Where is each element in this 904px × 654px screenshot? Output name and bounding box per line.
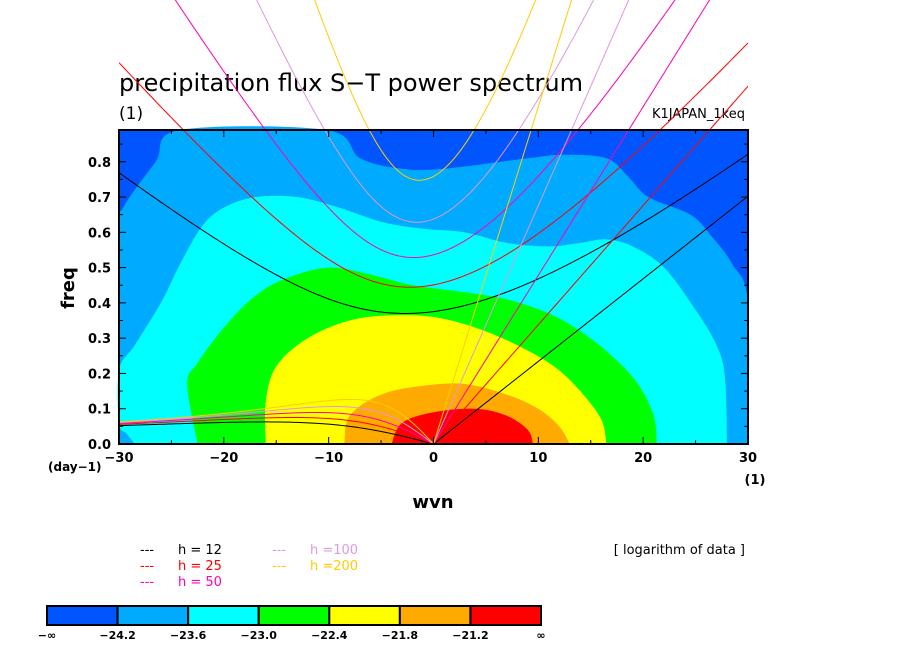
x-unit-label: (1): [745, 473, 766, 488]
contour-fill-level-6: [391, 408, 534, 444]
colorbar: −∞ −24.2 −23.6 −23.0 −22.4 −21.8 −21.2 ∞: [38, 605, 546, 642]
plot-frame: [118, 129, 749, 445]
x-tick-label: 20: [634, 451, 652, 466]
x-axis-label: wvn: [412, 492, 453, 513]
y-tick-label: 0.7: [88, 191, 111, 206]
y-tick-label: 0.1: [88, 403, 111, 418]
dispersion-curve-kelvin-h25: [433, 85, 748, 444]
colorbar-label: −23.0: [241, 629, 278, 642]
legend: --- h = 12 --- h = 25 --- h = 50 --- h =100 --- h…: [140, 543, 358, 590]
legend-swatch-h100: ---: [272, 543, 286, 558]
colorbar-label: −∞: [38, 629, 56, 642]
x-tick-label: −30: [105, 451, 134, 466]
y-tick-label: 0.6: [88, 226, 111, 241]
dispersion-curve-er-n1-h25: [119, 416, 434, 444]
dataset-label: K1JAPAN_1keq: [652, 107, 745, 122]
legend-label-h50: h = 50: [178, 575, 222, 590]
legend-label-h200: h =200: [310, 559, 358, 574]
x-tick-labels: −30 −20 −10 0 10 20 30: [105, 451, 758, 466]
colorbar-label: −21.8: [382, 629, 418, 642]
colorbar-swatch: [187, 605, 260, 626]
dispersion-curve-kelvin-h200: [433, 0, 573, 444]
y-tick-labels: 0.0 0.1 0.2 0.3 0.4 0.5 0.6 0.7 0.8: [88, 156, 111, 453]
dispersion-curve-kelvin-h50: [433, 0, 711, 444]
legend-label-h12: h = 12: [178, 543, 222, 558]
colorbar-label: −22.4: [311, 629, 348, 642]
colorbar-swatch: [398, 605, 472, 626]
dispersion-curve-er-n1-h200: [119, 398, 434, 444]
colorbar-swatch: [116, 605, 190, 626]
colorbar-swatch: [46, 605, 119, 626]
y-unit-label: (day−1): [48, 460, 102, 474]
legend-label-h100: h =100: [310, 543, 358, 558]
dispersion-curve-ig-n1-h12: [119, 153, 748, 314]
colorbar-label: ∞: [536, 629, 545, 642]
dispersion-curve-ig-n1-h25: [119, 42, 748, 288]
y-tick-label: 0.8: [88, 156, 111, 171]
dispersion-curve-er-n1-h12: [119, 421, 434, 444]
dispersion-curve-er-n1-h100: [119, 406, 434, 444]
dispersion-curve-kelvin-h12: [433, 195, 748, 444]
legend-swatch-h200: ---: [272, 559, 286, 574]
colorbar-swatch: [469, 605, 542, 626]
colorbar-swatch: [328, 605, 401, 626]
dispersion-curve-er-n1-h50: [119, 411, 434, 444]
x-tick-label: −10: [314, 451, 343, 466]
y-tick-label: 0.3: [88, 332, 111, 347]
colorbar-label: −23.6: [170, 629, 207, 642]
log-note: [ logarithm of data ]: [614, 543, 745, 558]
legend-swatch-h12: ---: [140, 543, 154, 558]
x-tick-label: 30: [739, 451, 757, 466]
dispersion-curve-ig-n1-h100: [256, 0, 595, 223]
dispersion-curves: [119, 0, 748, 444]
colorbar-label: −24.2: [99, 629, 135, 642]
x-tick-label: 10: [529, 451, 547, 466]
x-tick-label: 0: [429, 451, 438, 466]
y-tick-label: 0.4: [88, 297, 111, 312]
x-tick-label: −20: [209, 451, 238, 466]
y-tick-label: 0.0: [88, 438, 111, 453]
chart-subtitle: (1): [119, 104, 143, 124]
y-tick-label: 0.5: [88, 262, 111, 277]
legend-swatch-h50: ---: [140, 575, 154, 590]
colorbar-label: −21.2: [452, 629, 488, 642]
legend-swatch-h25: ---: [140, 559, 154, 574]
y-tick-label: 0.2: [88, 367, 111, 382]
dispersion-curve-ig-n1-h50: [174, 0, 676, 259]
legend-label-h25: h = 25: [178, 559, 222, 574]
dispersion-curve-kelvin-h100: [433, 0, 630, 444]
dispersion-curve-ig-n1-h200: [314, 0, 537, 181]
y-axis-label: freq: [58, 267, 79, 309]
colorbar-swatch: [257, 605, 331, 626]
